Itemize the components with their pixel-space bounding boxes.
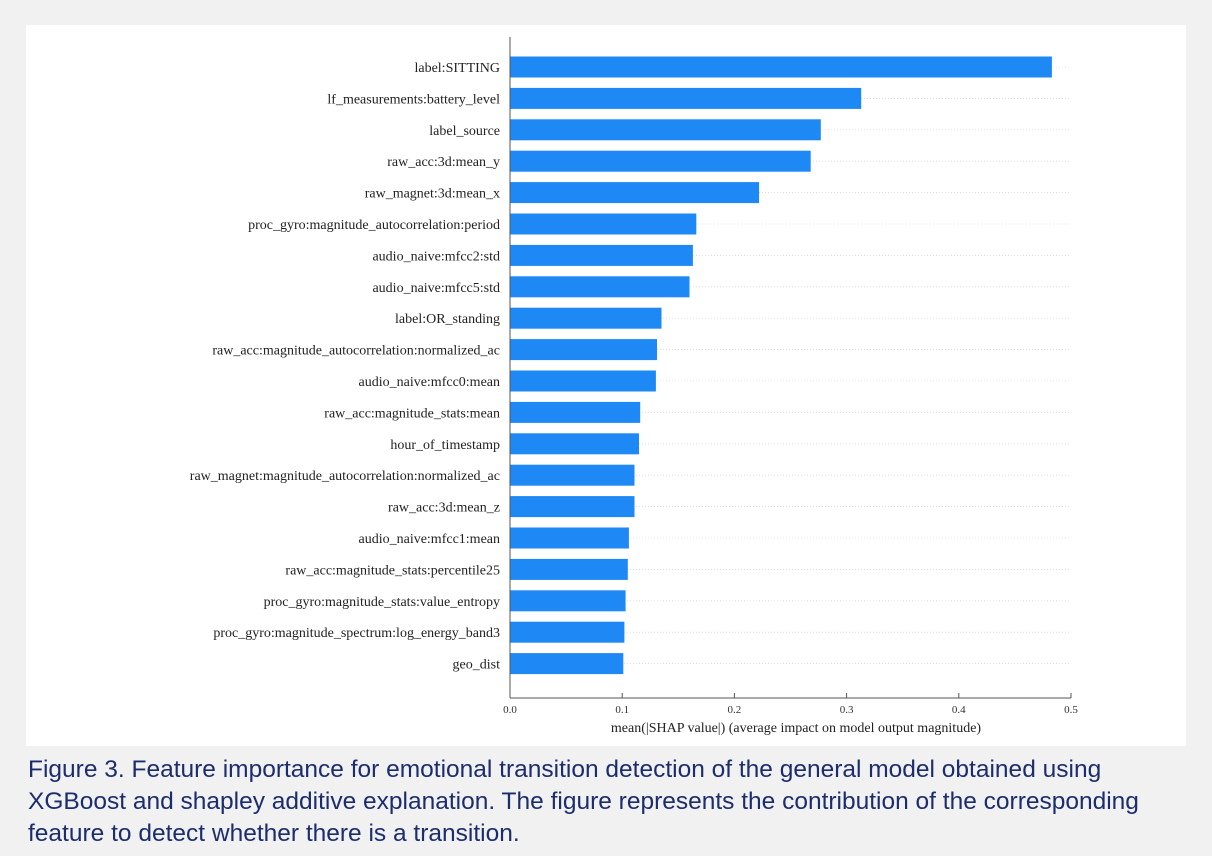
x-tick-label-5: 0.5 [1064, 704, 1078, 716]
bar-13 [510, 464, 635, 486]
bar-5 [510, 213, 697, 235]
bar-19 [510, 653, 624, 675]
y-tick-label-11: raw_acc:magnitude_stats:mean [324, 406, 500, 421]
shap-bar-chart: label:SITTING lf_measurements:battery_lev… [190, 37, 1078, 736]
y-tick-label-4: raw_magnet:3d:mean_x [365, 187, 500, 202]
y-tick-label-5: proc_gyro:magnitude_autocorrelation:peri… [248, 218, 500, 233]
y-tick-label-1: lf_measurements:battery_level [327, 92, 500, 107]
y-tick-label-2: label_source [429, 124, 500, 139]
y-tick-label-18: proc_gyro:magnitude_spectrum:log_energy_… [213, 626, 500, 641]
x-axis-label: mean(|SHAP value|) (average impact on mo… [611, 721, 981, 736]
bar-7 [510, 276, 690, 298]
bar-15 [510, 527, 629, 549]
bar-12 [510, 433, 639, 455]
xtick-layer: 0.0 0.1 0.2 0.3 0.4 0.5 [503, 693, 1078, 716]
y-tick-label-15: audio_naive:mfcc1:mean [359, 532, 501, 547]
ylabel-layer: label:SITTING lf_measurements:battery_lev… [190, 61, 500, 673]
x-tick-label-1: 0.1 [615, 704, 629, 716]
bar-2 [510, 119, 821, 141]
y-tick-label-10: audio_naive:mfcc0:mean [359, 375, 501, 390]
bar-6 [510, 244, 693, 266]
bar-0 [510, 56, 1052, 78]
bar-layer [510, 56, 1052, 675]
bar-4 [510, 182, 760, 204]
bar-14 [510, 496, 635, 518]
x-tick-label-0: 0.0 [503, 704, 517, 716]
y-tick-label-9: raw_acc:magnitude_autocorrelation:normal… [212, 344, 500, 359]
y-tick-label-14: raw_acc:3d:mean_z [388, 501, 500, 516]
bar-8 [510, 307, 662, 329]
bar-18 [510, 621, 625, 643]
y-tick-label-13: raw_magnet:magnitude_autocorrelation:nor… [190, 469, 500, 484]
y-tick-label-12: hour_of_timestamp [390, 438, 500, 453]
bar-17 [510, 590, 626, 612]
y-tick-label-8: label:OR_standing [395, 312, 500, 327]
y-tick-label-16: raw_acc:magnitude_stats:percentile25 [285, 563, 500, 578]
figure-caption: Figure 3. Feature importance for emotion… [28, 756, 1139, 847]
y-tick-label-7: audio_naive:mfcc5:std [372, 281, 500, 296]
y-tick-label-19: geo_dist [453, 658, 501, 673]
y-tick-label-3: raw_acc:3d:mean_y [387, 155, 500, 170]
bar-3 [510, 150, 811, 172]
bar-11 [510, 401, 641, 423]
x-tick-label-4: 0.4 [952, 704, 966, 716]
bar-16 [510, 558, 628, 580]
bar-9 [510, 339, 657, 361]
x-tick-label-2: 0.2 [728, 704, 742, 716]
bar-10 [510, 370, 656, 392]
bar-1 [510, 87, 862, 109]
y-tick-label-17: proc_gyro:magnitude_stats:value_entropy [264, 595, 500, 610]
y-tick-label-6: audio_naive:mfcc2:std [372, 249, 500, 264]
y-tick-label-0: label:SITTING [414, 61, 500, 76]
figure-panel: label:SITTING lf_measurements:battery_lev… [26, 25, 1186, 746]
x-tick-label-3: 0.3 [840, 704, 854, 716]
